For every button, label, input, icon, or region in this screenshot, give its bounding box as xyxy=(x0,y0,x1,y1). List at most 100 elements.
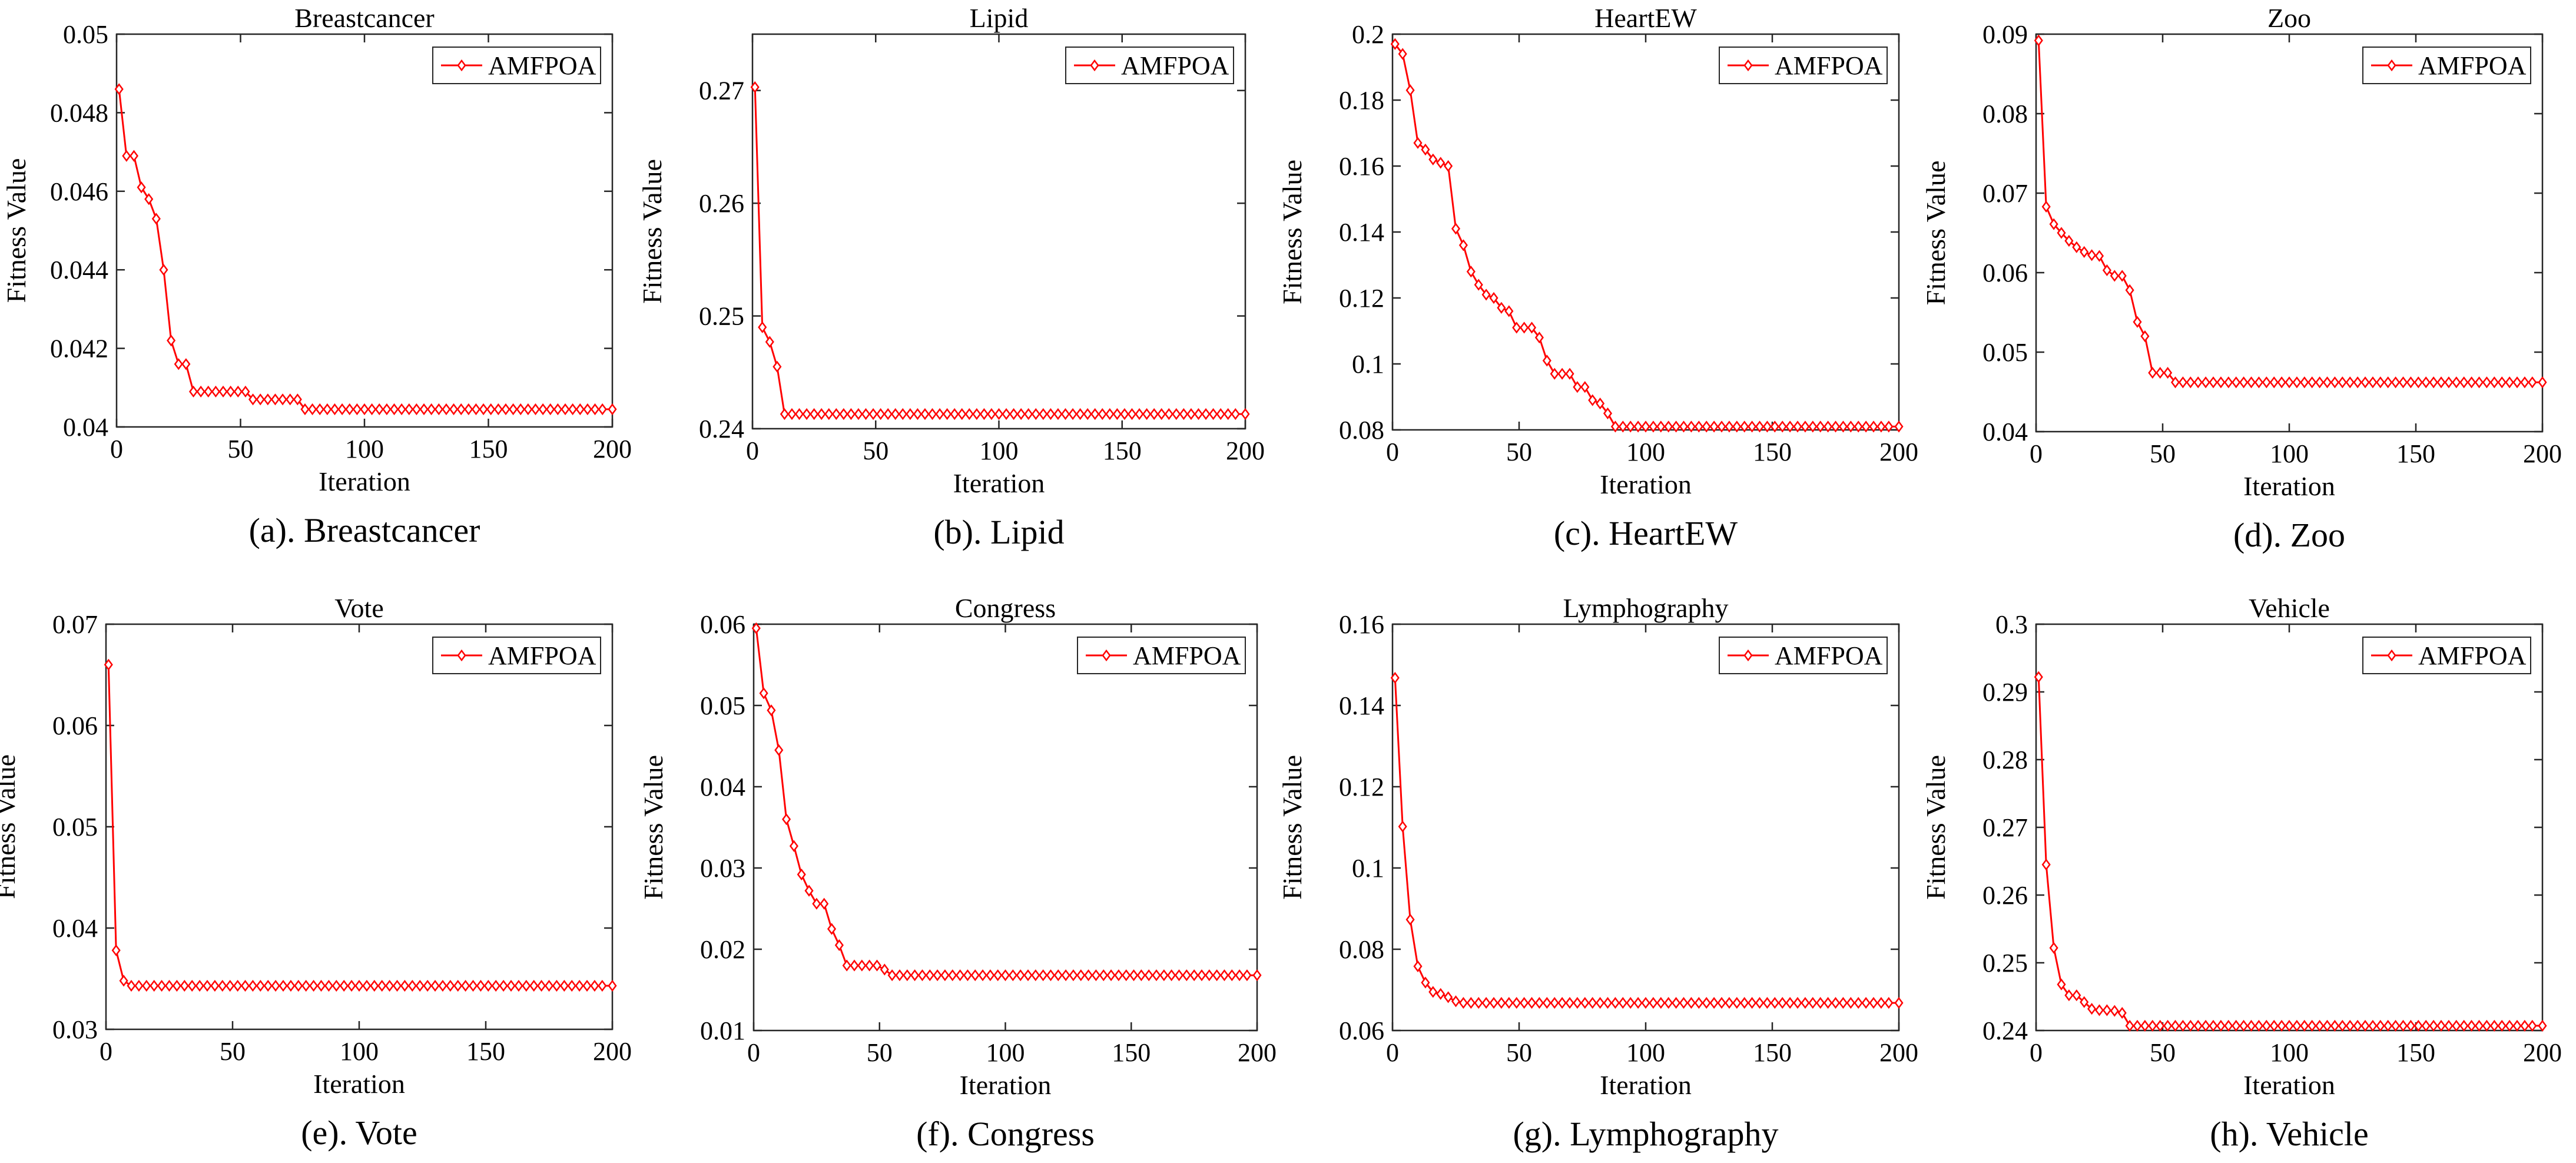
data-point xyxy=(1801,420,1810,433)
data-point xyxy=(1573,381,1582,393)
data-point xyxy=(1114,969,1123,982)
data-point xyxy=(1497,301,1506,314)
data-point xyxy=(2421,1019,2431,1032)
data-point xyxy=(854,408,863,420)
data-point xyxy=(1664,420,1673,433)
data-point xyxy=(263,393,273,406)
data-point xyxy=(337,403,347,416)
data-point xyxy=(750,81,760,94)
data-point xyxy=(2345,376,2355,389)
x-tick-label: 50 xyxy=(2150,439,2176,468)
data-point xyxy=(523,403,533,416)
data-point xyxy=(1534,996,1544,1009)
data-point xyxy=(972,408,982,420)
y-tick-label: 0.28 xyxy=(1982,745,2028,774)
data-point xyxy=(1894,420,1904,433)
legend: AMFPOA xyxy=(1719,47,1888,84)
data-point xyxy=(1024,408,1033,420)
data-point xyxy=(583,403,592,416)
legend-label: AMFPOA xyxy=(1775,641,1883,670)
data-point xyxy=(2482,376,2491,389)
data-point xyxy=(1466,996,1476,1009)
data-point xyxy=(2102,1004,2111,1016)
data-point xyxy=(1557,367,1567,380)
data-point xyxy=(774,744,784,756)
chart-panel-5: 0 50 100 150 200 0.03 0.04 0.05 0.06 0.07 Vote Iter… xyxy=(0,593,632,1152)
data-point xyxy=(493,403,503,416)
data-point xyxy=(1142,408,1152,420)
data-point xyxy=(352,403,362,416)
data-point xyxy=(1824,996,1833,1009)
y-tick-label: 0.14 xyxy=(1339,691,1384,720)
data-point xyxy=(1136,969,1146,982)
data-point xyxy=(2117,270,2127,282)
data-point xyxy=(1709,420,1719,433)
data-point xyxy=(1489,996,1498,1009)
data-point xyxy=(1031,969,1040,982)
y-tick-label: 0.08 xyxy=(1982,100,2028,128)
data-point xyxy=(2246,376,2256,389)
data-point xyxy=(423,979,432,992)
data-point xyxy=(891,408,900,420)
data-point xyxy=(782,813,791,826)
y-tick-label: 0.25 xyxy=(699,302,744,331)
data-point xyxy=(2497,1019,2507,1032)
data-point xyxy=(1398,48,1407,60)
data-point xyxy=(935,408,944,420)
data-point xyxy=(1785,420,1795,433)
y-tick-label: 0.05 xyxy=(700,691,745,720)
data-point xyxy=(2262,1019,2271,1032)
data-point xyxy=(2285,1019,2294,1032)
x-tick-label: 100 xyxy=(345,435,384,463)
data-point xyxy=(1421,976,1430,989)
data-point xyxy=(910,969,920,982)
data-point xyxy=(2474,1019,2484,1032)
data-point xyxy=(2125,284,2134,296)
series-markers xyxy=(1390,671,1904,1009)
data-point xyxy=(2322,376,2332,389)
data-point xyxy=(1588,996,1597,1009)
data-point xyxy=(827,923,837,935)
chart-title: HeartEW xyxy=(1594,3,1697,33)
data-point xyxy=(1686,996,1696,1009)
data-point xyxy=(2353,376,2362,389)
data-point xyxy=(880,963,889,976)
data-point xyxy=(553,403,562,416)
data-point xyxy=(568,403,578,416)
data-point xyxy=(2338,1019,2347,1032)
data-point xyxy=(582,979,592,992)
data-point xyxy=(546,403,555,416)
data-point xyxy=(248,979,257,992)
y-tick-label: 0.04 xyxy=(63,413,108,442)
data-point xyxy=(2239,376,2249,389)
y-tick-label: 0.04 xyxy=(1982,418,2028,446)
data-point xyxy=(529,979,539,992)
data-point xyxy=(323,403,332,416)
data-point xyxy=(920,408,930,420)
data-point xyxy=(2209,376,2218,389)
x-tick-label: 200 xyxy=(593,1037,632,1066)
legend-label: AMFPOA xyxy=(488,51,596,80)
data-point xyxy=(203,979,212,992)
data-point xyxy=(1405,84,1415,97)
data-point xyxy=(1112,408,1122,420)
legend-label: AMFPOA xyxy=(488,641,596,670)
data-point xyxy=(419,403,429,416)
data-point xyxy=(1785,996,1795,1009)
data-point xyxy=(810,408,819,420)
chart-title: Congress xyxy=(955,593,1056,623)
x-axis-label: Iteration xyxy=(313,1069,405,1099)
data-point xyxy=(1167,969,1176,982)
data-point xyxy=(1649,996,1658,1009)
data-point xyxy=(1444,160,1453,173)
y-tick-label: 0.29 xyxy=(1982,678,2028,707)
y-tick-label: 0.05 xyxy=(1982,338,2028,367)
data-point xyxy=(382,403,392,416)
plot-area xyxy=(105,623,614,1031)
x-tick-label: 50 xyxy=(228,435,254,463)
data-point xyxy=(2528,376,2537,389)
data-point xyxy=(2308,1019,2317,1032)
data-point xyxy=(293,393,302,406)
data-point xyxy=(2186,1019,2195,1032)
